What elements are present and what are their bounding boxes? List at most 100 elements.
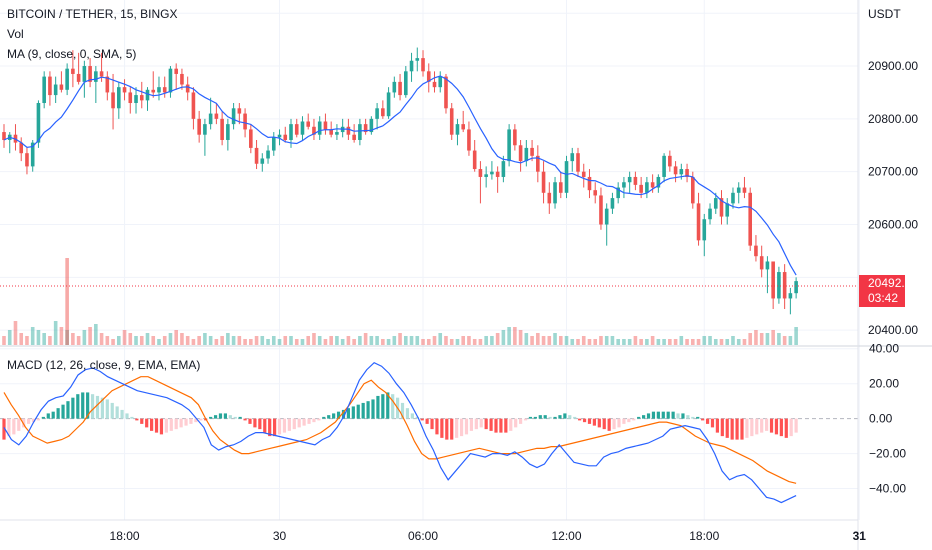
candle-body [742,187,747,193]
macd-histogram-bar [302,418,306,426]
macd-histogram-bar [646,413,651,419]
candle-body [576,153,580,172]
macd-histogram-bar [445,418,449,440]
candle-body [369,118,374,133]
macd-histogram-bar [282,418,287,433]
volume-bar [145,333,150,345]
candle-body [685,169,689,177]
macd-histogram-bar [322,416,326,419]
candle-body [2,132,6,140]
macd-histogram-bar [179,418,183,428]
candle-body [122,87,127,93]
macd-histogram-bar [95,395,100,419]
macd-histogram-bar [715,418,719,433]
volume-bar [197,336,201,345]
bar-countdown: 03:42 [868,291,899,305]
volume-bar [294,339,299,345]
candle-body [30,142,35,167]
macd-histogram-bar [612,418,616,430]
macd-histogram-bar [514,418,518,428]
currency-label: USDT [868,7,901,21]
volume-bar [277,339,282,345]
macd-histogram-bar [341,409,346,419]
macd-indicator-label[interactable]: MACD (12, 26, close, 9, EMA, EMA) [7,358,201,372]
volume-bar [266,339,270,345]
volume-bar [748,333,752,345]
macd-histogram-bar [312,418,316,423]
volume-bar [13,321,18,345]
macd-histogram-bar [602,418,606,430]
volume-bar [404,336,408,345]
candle-body [105,76,110,93]
volume-bar [65,258,69,345]
candle-body [226,124,230,140]
candle-body [25,153,29,167]
macd-histogram-bar [656,411,660,419]
vol-indicator-label[interactable]: Vol [7,27,24,41]
candle-body [82,66,87,82]
candle-body [633,176,638,185]
macd-histogram-bar [213,415,218,419]
candle-body [283,134,288,140]
candle-body [151,89,156,93]
candle-body [145,89,150,101]
volume-bar [105,336,110,345]
candle-body [139,95,144,101]
macd-scale[interactable]: 40.00 20.00 0.00 −20.00 −40.00 [869,342,906,496]
candle-body [294,124,299,135]
volume-bar [731,336,735,345]
candle-body [208,113,213,125]
candle-body [53,84,58,96]
macd-histogram-bar [130,416,134,419]
ma-indicator-label[interactable]: MA (9, close, 0, SMA, 5) [7,47,137,61]
volume-bar [742,339,747,345]
macd-histogram-bar [450,418,454,440]
candle-body [564,161,569,193]
volume-bar [122,330,127,345]
volume-bar [432,336,437,345]
macd-histogram-bar [553,416,557,419]
volume-bar [306,336,311,345]
volume-bar [260,336,265,345]
macd-histogram-bar [676,413,680,419]
candlestick-series [2,47,798,315]
volume-bar [782,336,787,345]
time-tick-label: 30 [273,529,287,543]
candle-body [432,81,437,88]
macd-histogram-bar [233,416,237,419]
price-scale[interactable]: 20900.00 20800.00 20700.00 20600.00 20400.00 [868,59,918,337]
macd-histogram-bar [499,418,503,433]
candle-body [536,155,540,172]
volume-bar [438,333,443,345]
candle-body [335,132,339,135]
macd-histogram-bar [622,418,626,424]
macd-histogram-bar [789,418,793,437]
candle-body [490,171,494,175]
candle-body [134,95,138,104]
macd-tick-label: 20.00 [869,377,899,391]
candle-body [381,108,385,117]
volume-bar [587,339,592,345]
macd-histogram-bar [145,418,149,428]
volume-bar [249,339,253,345]
macd-histogram-bar [41,416,45,419]
candle-body [656,176,661,188]
volume-bar [185,336,190,345]
macd-histogram-bar [582,418,587,423]
candle-body [375,108,379,119]
candle-body [415,58,420,61]
macd-histogram-bar [504,418,508,433]
candle-body [111,92,115,109]
candle-body [530,147,534,156]
volume-bar [472,339,477,345]
macd-histogram-bar [164,418,168,433]
volume-bar [157,339,161,345]
macd-histogram-bar [730,418,734,440]
candle-body [748,192,752,246]
macd-histogram-bar [578,418,582,421]
volume-bar [363,333,368,345]
macd-histogram-bar [774,418,779,435]
symbol-title[interactable]: BITCOIN / TETHER, 15, BINGX [7,7,178,21]
